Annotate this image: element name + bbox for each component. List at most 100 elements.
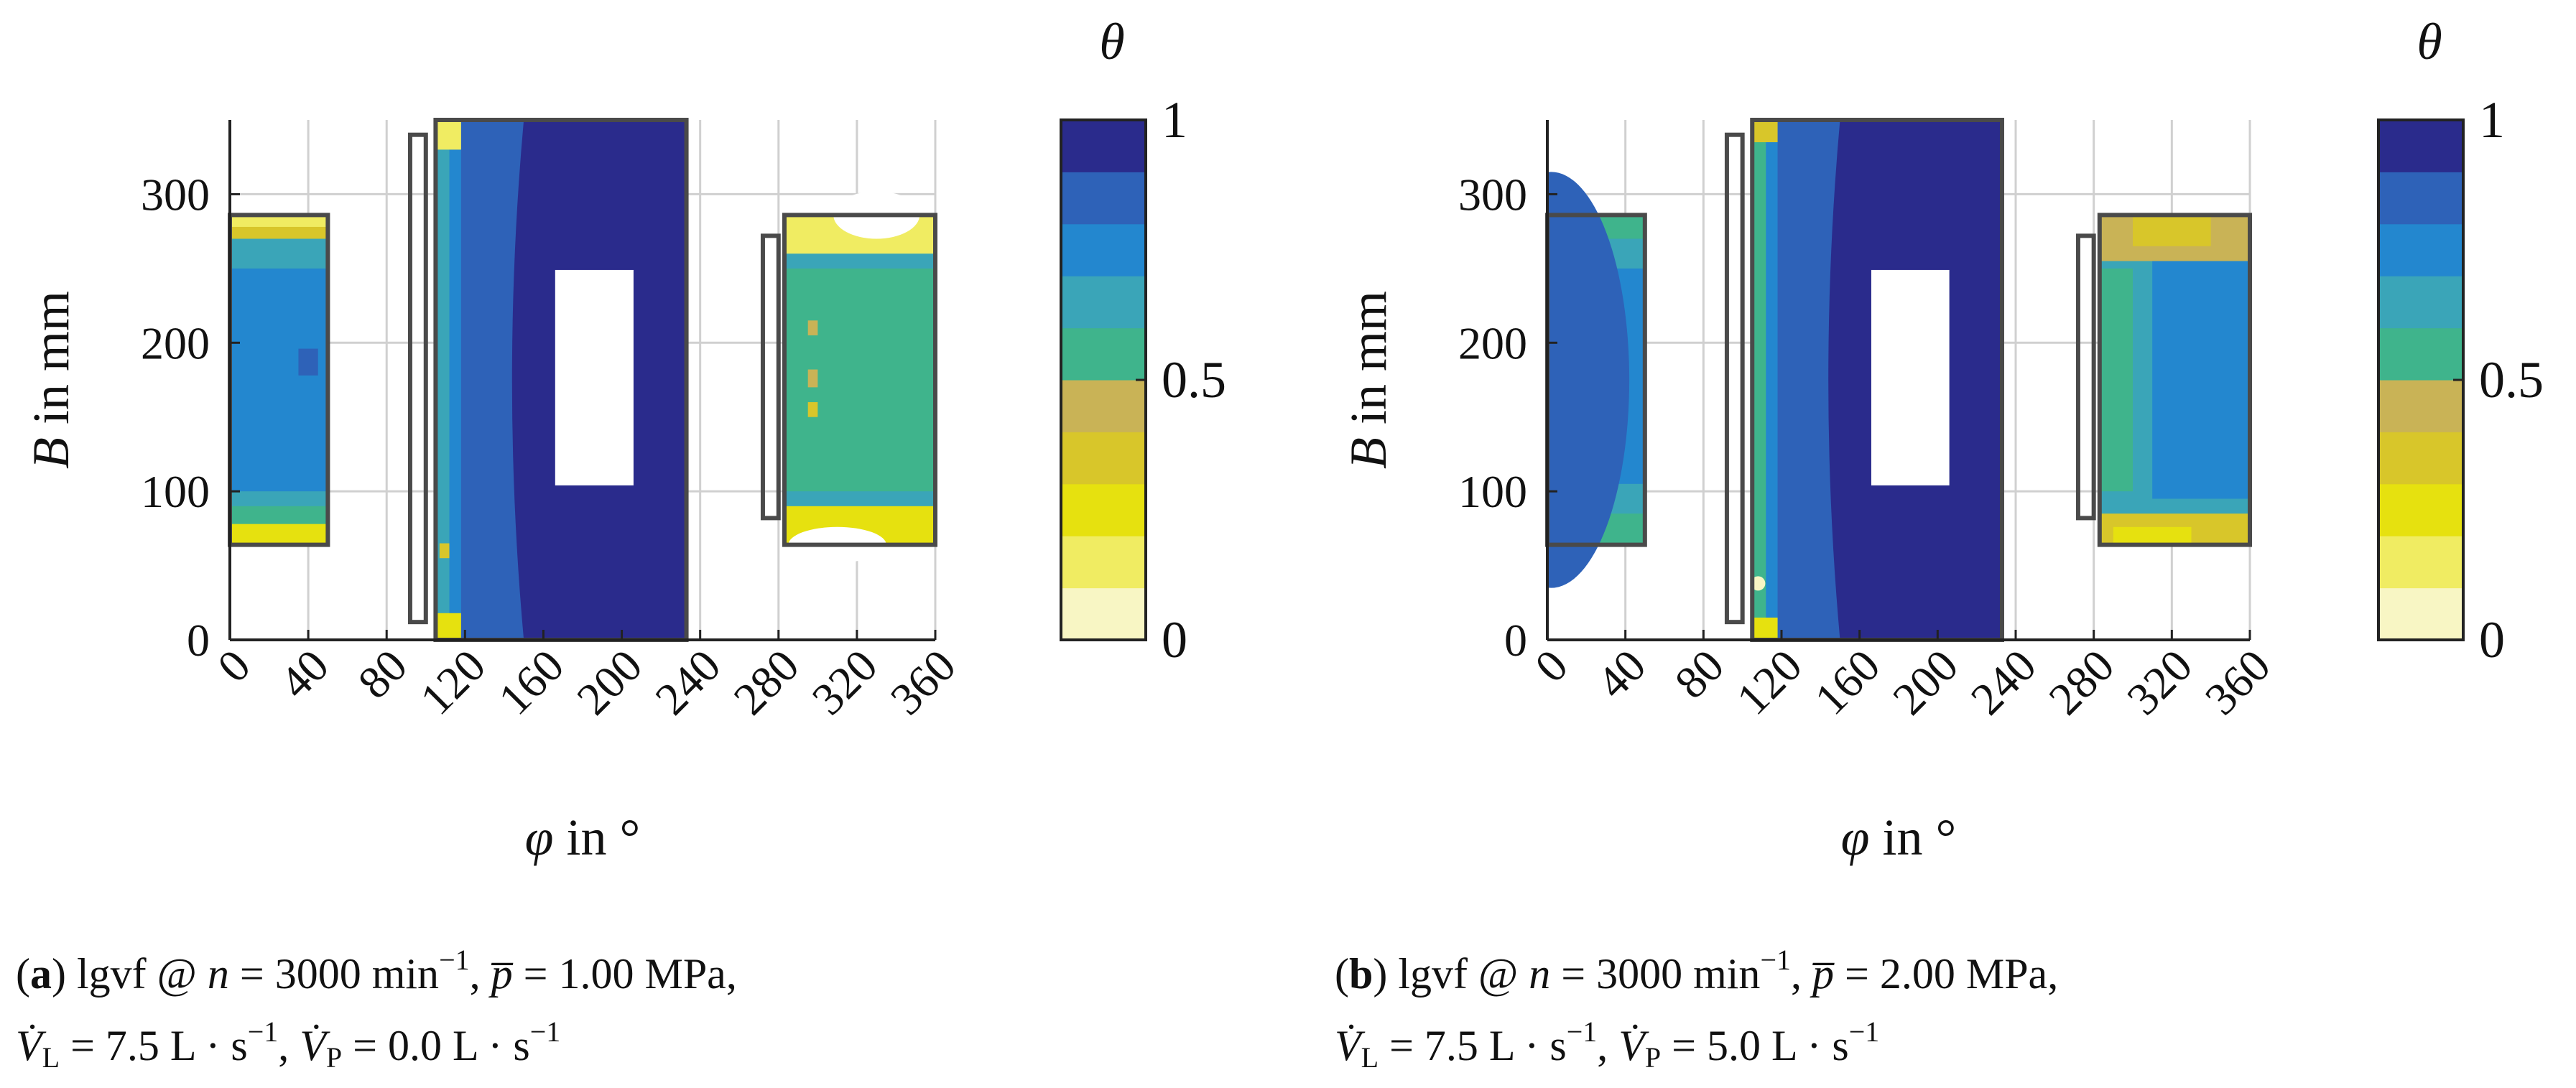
panel-b-y-axis-unit: in mm: [1340, 291, 1397, 437]
panel-b-central-pad-top-hot: [1752, 120, 1778, 143]
panel-b-colorbar-level: [2378, 536, 2463, 589]
panel-b-central-pad-cutout: [1871, 269, 1950, 485]
panel-b-y-axis-symbol: B: [1340, 437, 1397, 469]
caption-a-sub: P: [325, 1041, 343, 1074]
panel-a-field: [230, 120, 935, 640]
panel-b-colorbar-level: [2378, 483, 2463, 536]
panel-a-y-axis-label: B in mm: [22, 291, 80, 469]
panel-b-y-tick-label: 100: [1458, 466, 1527, 517]
panel-b-right-pad-left-band: [2099, 268, 2133, 492]
caption-b-line2: V̇L = 7.5 L · s−1, V̇P = 5.0 L · s−1: [1335, 1002, 1879, 1088]
panel-a-right-pad-outline: [782, 213, 937, 547]
panel-b-colorbar-level: [2378, 172, 2463, 225]
panel-b-x-tick-label: 40: [1587, 640, 1655, 708]
panel-b-field: [1547, 120, 2250, 640]
panel-b-left-pad-core: [1547, 172, 1630, 588]
panel-a-y-tick-label: 300: [141, 169, 210, 220]
panel-b-x-tick-label: 200: [1883, 640, 1968, 725]
panel-a-x-axis-label: φ in °: [525, 809, 641, 866]
caption-b-text: = 5.0 L · s: [1661, 1022, 1849, 1069]
panel-b-right-pad-core: [2152, 254, 2250, 499]
panel-a-left-pad-core: [230, 268, 328, 492]
panel-a-y-axis-symbol: B: [22, 437, 80, 469]
caption-b-exp: −1: [1566, 1015, 1598, 1048]
panel-b-x-tick-label: 160: [1804, 640, 1889, 725]
panel-b-right-pad-outline: [2097, 213, 2252, 547]
panel-b-x-tick-label: 240: [1961, 640, 2046, 725]
panel-a-colorbar-level: [1061, 587, 1146, 641]
caption-b-vp: V̇: [1618, 1022, 1645, 1069]
caption-b-n: n: [1529, 950, 1551, 998]
caption-a-vl: V̇: [16, 1022, 42, 1069]
caption-b-text: ,: [1597, 1022, 1619, 1069]
panel-b-colorbar-tick-label: 1: [2479, 91, 2505, 149]
caption-a-exp: −1: [529, 1015, 561, 1048]
panel-a-colorbar-level: [1061, 380, 1146, 432]
panel-b-x-tick-label: 360: [2195, 640, 2280, 725]
caption-b-sub: L: [1361, 1041, 1379, 1074]
panel-a-colorbar-level: [1061, 276, 1146, 329]
caption-b-text: = 2.00 MPa,: [1834, 950, 2059, 998]
panel-b-central-pad-bottom-hot: [1752, 617, 1778, 640]
panel-a-right-pad-core: [784, 268, 935, 492]
caption-b-exp: −1: [1760, 944, 1791, 976]
panel-b-x-tick-label: 0: [1525, 640, 1577, 692]
panel-b-colorbar-level: [2378, 120, 2463, 172]
panel-a-y-tick-label: 200: [141, 317, 210, 368]
caption-b-text: = 7.5 L · s: [1379, 1022, 1567, 1069]
caption-a-n: n: [207, 950, 229, 998]
caption-a-text: ,: [469, 950, 491, 998]
caption-a-vp: V̇: [300, 1022, 326, 1069]
caption-b-line1: (b) lgvf @ n = 3000 min−1, p̅ = 2.00 MPa…: [1335, 944, 2059, 998]
panel-b-central-pad-edge: [1752, 120, 1766, 640]
caption-a-text: = 3000 min: [228, 950, 440, 998]
panel-b-colorbar-level: [2378, 223, 2463, 276]
caption-b-sub: P: [1644, 1041, 1662, 1074]
panel-a-colorbar-level: [1061, 327, 1146, 381]
panel-a-colorbar-level: [1061, 432, 1146, 485]
caption-b-exp: −1: [1848, 1015, 1880, 1048]
panel-a-colorbar-level: [1061, 172, 1146, 225]
panel-a-x-tick-label: 120: [410, 640, 495, 725]
caption-a-text: lgvf @: [76, 950, 208, 998]
panel-a-colorbar-title: θ: [1099, 13, 1124, 70]
panel-a-x-tick-label: 240: [645, 640, 730, 725]
panel-b-y-tick-label: 0: [1504, 615, 1527, 666]
panel-a-right-groove-outline: [760, 233, 781, 521]
panel-a-x-tick-label: 360: [881, 640, 965, 725]
caption-a-p: p̅: [491, 950, 513, 998]
panel-a-colorbar-tick-label: 1: [1162, 91, 1187, 149]
panel-a-central-pad-spot: [439, 543, 450, 559]
panel-a-x-tick-label: 280: [724, 640, 809, 725]
panel-b-colorbar-level: [2378, 276, 2463, 329]
panel-b-colorbar-tick-label: 0: [2479, 611, 2505, 669]
panel-a-central-pad-top-hot: [435, 120, 461, 150]
panel-a-x-tick-label: 40: [270, 640, 338, 708]
panel-a-central-pad-bottom-hot: [435, 613, 461, 640]
caption-a-label: a: [29, 950, 52, 998]
panel-b-left-groove-outline: [1724, 132, 1745, 625]
panel-a-y-tick-label: 0: [187, 615, 210, 666]
panel-b-x-axis-label: φ in °: [1841, 809, 1957, 866]
panel-b-x-axis-symbol: φ: [1841, 809, 1870, 866]
panel-a-left-pad-top-edge: [230, 215, 328, 227]
caption-b-vl: V̇: [1335, 1022, 1361, 1069]
panel-b-x-tick-label: 80: [1665, 640, 1733, 708]
panel-b-colorbar-tick-label: 0.5: [2479, 351, 2544, 409]
panel-b-colorbar-level: [2378, 587, 2463, 641]
caption-a-line1: (a) lgvf @ n = 3000 min−1, p̅ = 1.00 MPa…: [16, 944, 737, 998]
panel-b-central-pad-spot: [1751, 576, 1766, 591]
caption-b-p: p̅: [1812, 950, 1834, 998]
panel-a-right-pad-spot-3: [807, 402, 818, 417]
panel-a-x-tick-label: 200: [567, 640, 652, 725]
caption-b-text: ,: [1791, 950, 1812, 998]
panel-a-colorbar-level: [1061, 536, 1146, 589]
caption-b-text: = 3000 min: [1550, 950, 1761, 998]
caption-a-text: = 1.00 MPa,: [512, 950, 737, 998]
panel-b-x-tick-label: 320: [2117, 640, 2202, 725]
panel-a-left-pad-bottom-edge: [230, 524, 328, 545]
panel-a-x-tick-label: 160: [488, 640, 573, 725]
